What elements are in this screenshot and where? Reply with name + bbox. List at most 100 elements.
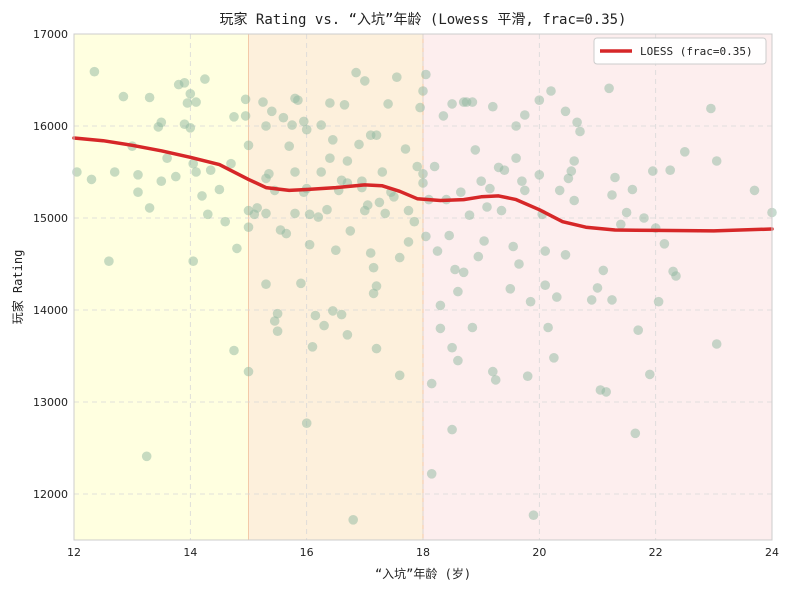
scatter-point-145	[458, 267, 469, 278]
scatter-point-31	[214, 184, 225, 195]
scatter-point-188	[569, 156, 579, 166]
scatter-point-166	[511, 153, 521, 163]
scatter-point-156	[485, 183, 495, 194]
scatter-point-109	[377, 167, 388, 177]
scatter-point-63	[290, 208, 300, 219]
scatter-point-115	[394, 370, 405, 381]
scatter-point-168	[517, 176, 527, 186]
x-tick-label-5: 22	[649, 546, 663, 559]
scatter-point-139	[447, 342, 457, 353]
scatter-point-206	[639, 213, 649, 223]
scatter-point-114	[392, 72, 402, 82]
scatter-point-138	[447, 99, 457, 109]
x-tick-label-0: 12	[67, 546, 81, 559]
scatter-points	[72, 66, 777, 525]
scatter-point-155	[482, 202, 492, 212]
scatter-point-99	[360, 76, 370, 86]
scatter-point-34	[229, 112, 239, 122]
scatter-point-75	[313, 212, 324, 222]
scatter-point-125	[418, 86, 428, 96]
scatter-point-1	[86, 174, 97, 185]
scatter-point-123	[418, 169, 428, 179]
scatter-point-72	[304, 209, 315, 220]
scatter-point-201	[616, 219, 626, 230]
scatter-point-144	[456, 187, 466, 197]
scatter-point-130	[426, 378, 437, 389]
scatter-point-79	[322, 204, 332, 215]
scatter-point-196	[601, 387, 611, 397]
scatter-point-55	[272, 308, 283, 319]
loess-line-group	[72, 136, 774, 233]
scatter-point-110	[380, 208, 391, 219]
scatter-point-69	[301, 124, 312, 135]
age-band-1	[248, 34, 423, 540]
scatter-point-117	[400, 144, 411, 154]
scatter-point-103	[368, 288, 379, 299]
scatter-point-216	[706, 103, 716, 114]
loess-line	[72, 136, 774, 233]
scatter-point-198	[607, 295, 617, 305]
scatter-point-8	[133, 187, 143, 197]
scatter-point-193	[592, 283, 603, 293]
scatter-point-185	[560, 250, 571, 260]
scatter-point-170	[520, 110, 530, 120]
scatter-point-88	[339, 100, 350, 110]
scatter-point-106	[371, 281, 382, 291]
y-tick-label-1: 13000	[33, 396, 68, 409]
scatter-point-205	[633, 325, 643, 336]
scatter-point-84	[331, 245, 341, 255]
scatter-point-113	[389, 192, 399, 202]
scatter-point-134	[435, 323, 446, 334]
scatter-point-107	[371, 343, 382, 354]
scatter-point-199	[607, 190, 617, 200]
scatter-point-41	[243, 222, 254, 232]
scatter-point-197	[604, 83, 614, 94]
scatter-point-57	[278, 112, 289, 123]
x-axis-label: “入坑”年龄 (岁)	[375, 566, 471, 581]
scatter-point-165	[511, 121, 521, 131]
scatter-point-135	[438, 111, 449, 121]
scatter-point-23	[188, 158, 198, 169]
scatter-point-132	[432, 246, 443, 256]
scatter-point-39	[243, 140, 254, 151]
scatter-point-192	[586, 295, 597, 305]
scatter-point-64	[293, 95, 303, 105]
scatter-point-131	[429, 161, 440, 172]
scatter-point-183	[554, 185, 565, 196]
scatter-point-204	[630, 428, 641, 439]
scatter-point-18	[179, 78, 190, 88]
scatter-point-171	[522, 371, 533, 382]
scatter-point-129	[426, 469, 437, 479]
scatter-point-105	[371, 130, 382, 140]
scatter-point-47	[261, 121, 271, 131]
scatter-point-13	[156, 176, 167, 186]
scatter-point-3	[104, 256, 114, 267]
scatter-point-187	[566, 166, 577, 176]
scatter-point-111	[383, 99, 393, 109]
scatter-point-208	[648, 166, 658, 176]
scatter-point-14	[156, 117, 167, 128]
scatter-point-27	[197, 191, 207, 201]
scatter-point-207	[645, 369, 655, 380]
scatter-point-29	[203, 209, 213, 220]
scatter-point-77	[316, 167, 327, 177]
scatter-point-91	[342, 330, 353, 340]
y-axis-label: 玩家 Rating	[10, 250, 25, 325]
scatter-point-190	[572, 117, 582, 128]
scatter-point-175	[534, 95, 545, 105]
scatter-point-181	[549, 353, 559, 363]
scatter-point-51	[267, 106, 277, 117]
scatter-point-33	[226, 158, 236, 169]
scatter-point-73	[307, 342, 318, 352]
scatter-point-169	[520, 185, 530, 196]
scatter-point-162	[499, 165, 510, 175]
y-tick-label-3: 15000	[33, 212, 68, 225]
scatter-point-203	[627, 184, 638, 195]
scatter-point-74	[310, 310, 321, 321]
scatter-point-50	[264, 169, 274, 179]
scatter-point-215	[680, 147, 690, 157]
y-tick-label-4: 16000	[33, 120, 68, 133]
scatter-point-59	[284, 141, 295, 151]
scatter-point-124	[418, 178, 428, 188]
scatter-point-92	[345, 226, 356, 236]
